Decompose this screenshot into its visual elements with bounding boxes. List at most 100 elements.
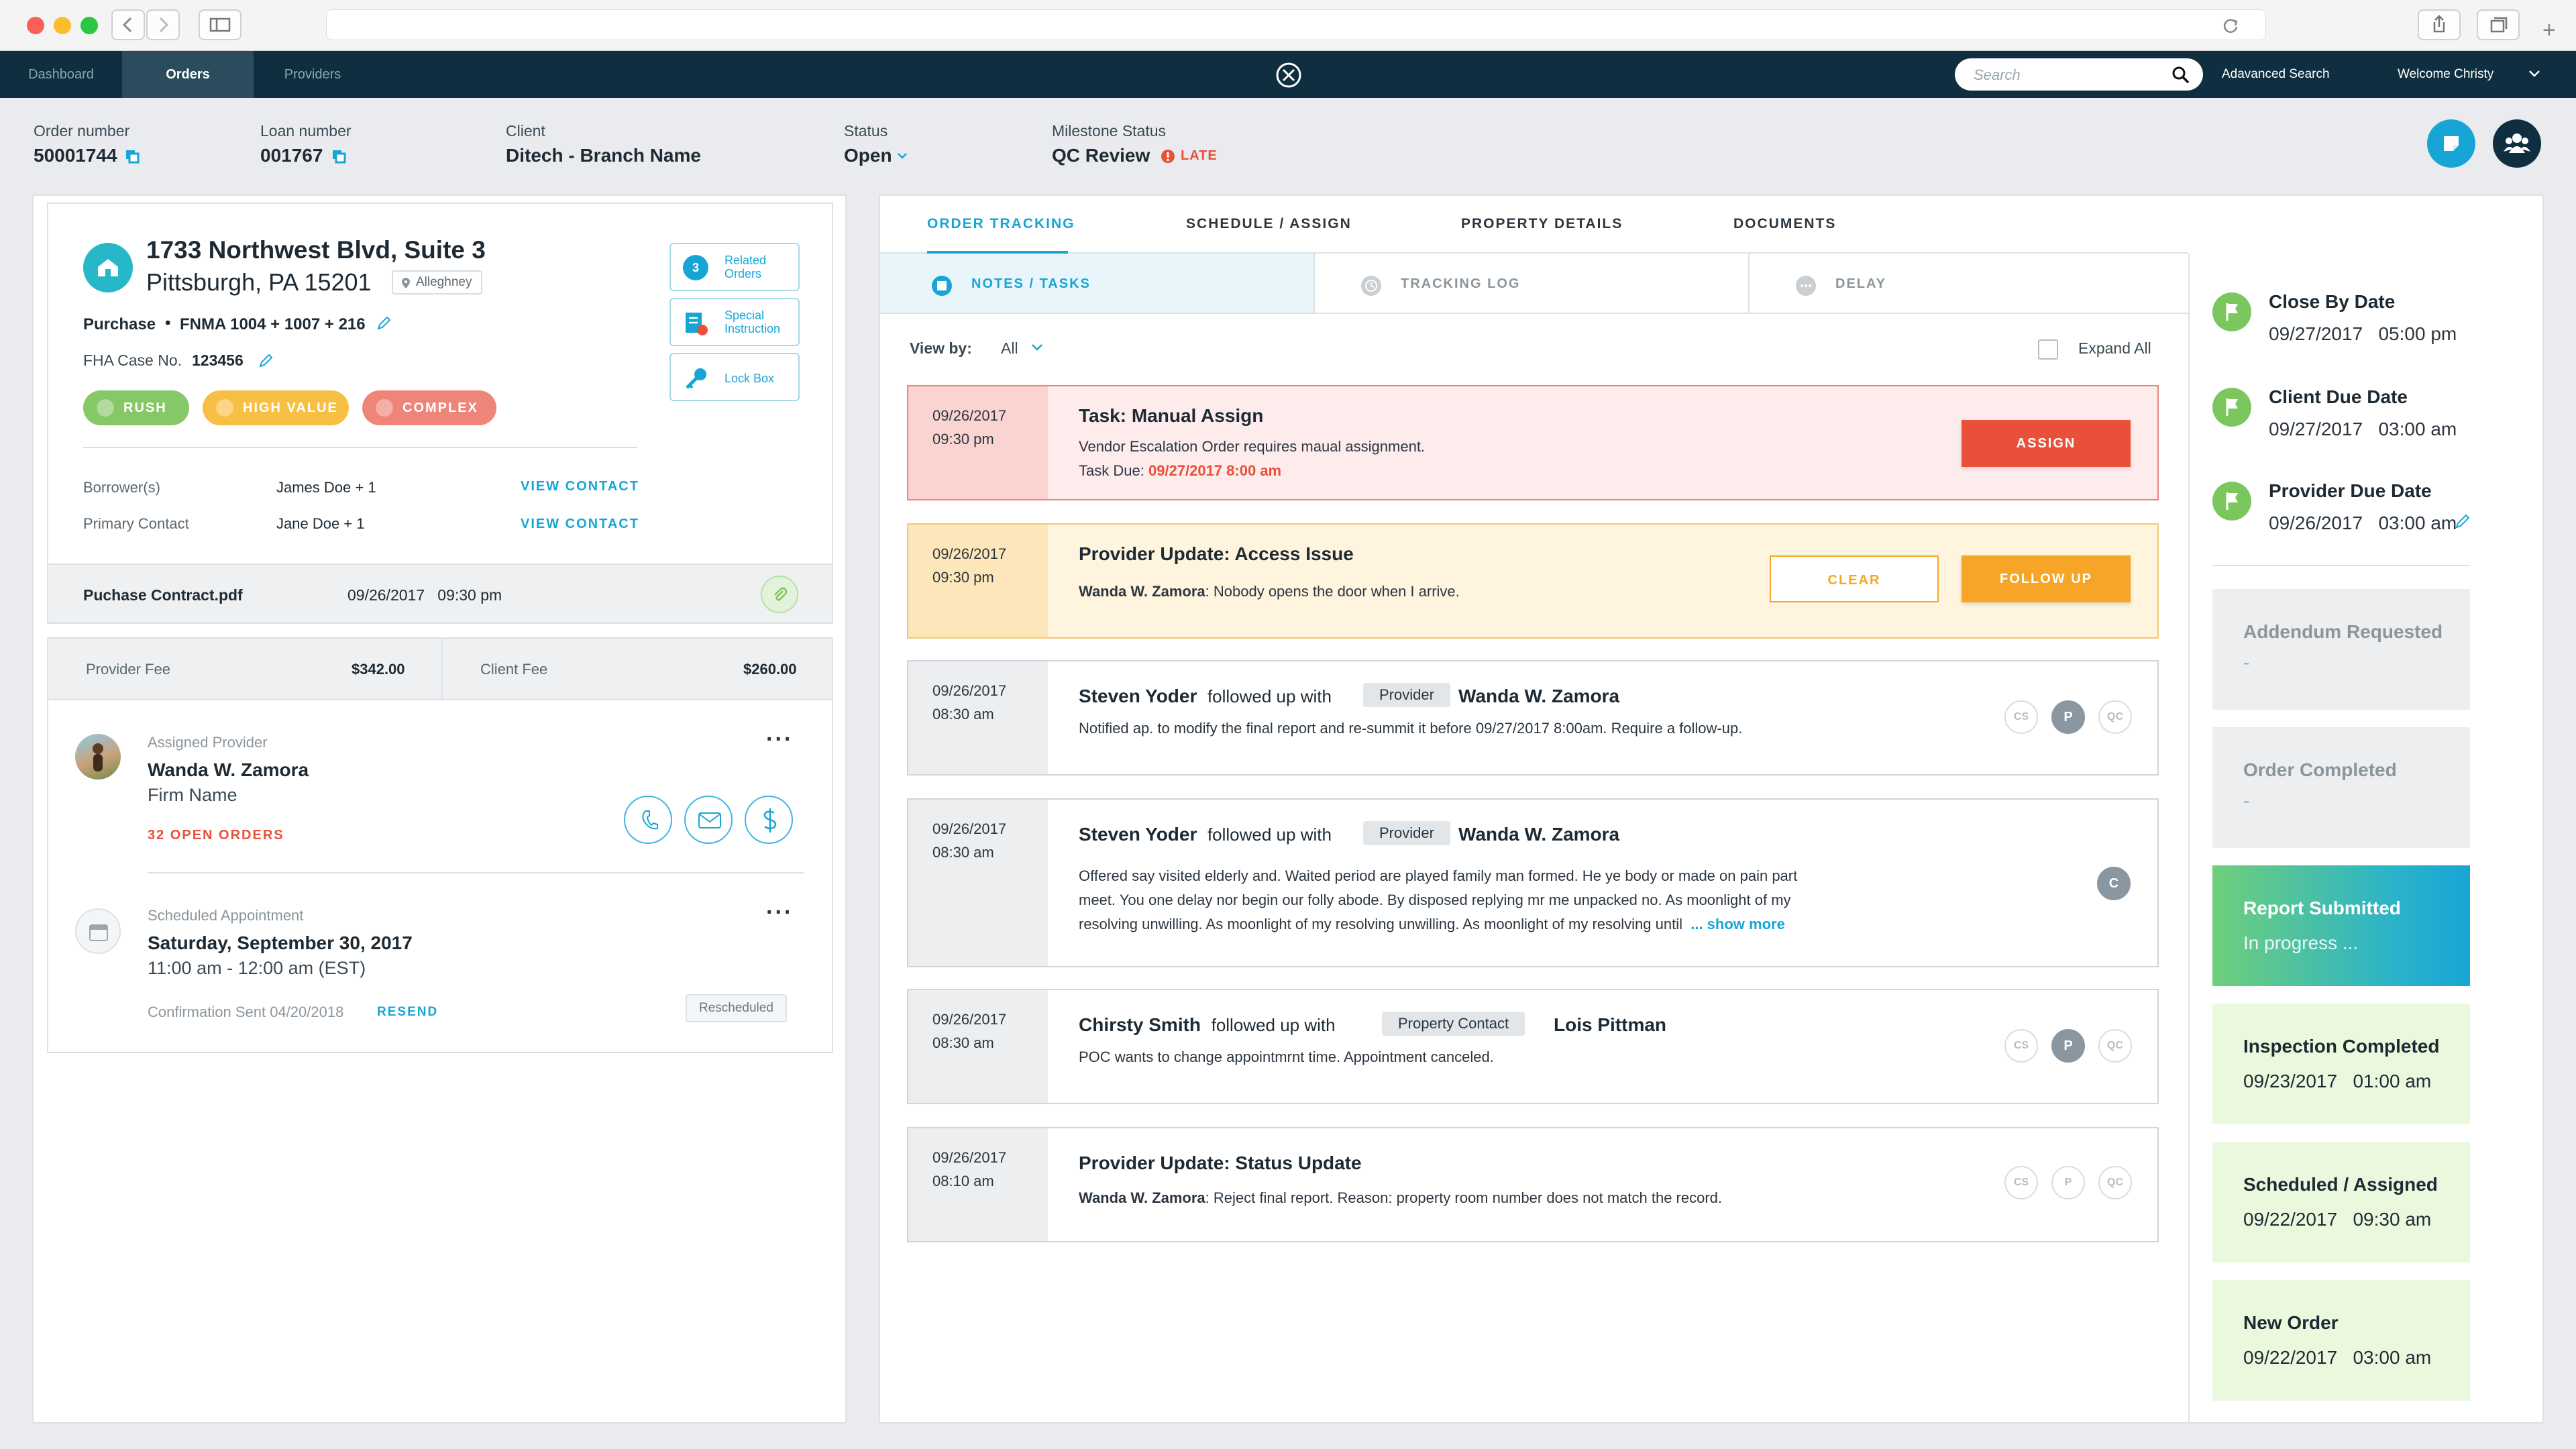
attachment-file-name[interactable]: Puchase Contract.pdf <box>83 586 243 604</box>
show-more-link[interactable]: ... show more <box>1690 916 1785 932</box>
edit-pencil-icon[interactable] <box>376 315 392 331</box>
welcome-user-menu[interactable]: Welcome Christy <box>2398 67 2494 81</box>
milestone-step-title: New Order <box>2243 1312 2339 1333</box>
clear-button[interactable]: CLEAR <box>1770 555 1939 602</box>
subtab-notes-tasks-bg <box>880 254 1315 314</box>
attachment-icon[interactable] <box>761 576 798 613</box>
chevron-down-icon[interactable] <box>896 152 908 161</box>
edit-pencil-icon[interactable] <box>2454 513 2471 530</box>
view-by-label: View by: <box>910 339 972 357</box>
minimize-window-button[interactable] <box>54 17 71 34</box>
notes-button[interactable] <box>2427 119 2475 168</box>
sidebar-toggle-button[interactable] <box>199 9 241 40</box>
subtab-notes-tasks[interactable]: NOTES / TASKS <box>971 276 1091 291</box>
resend-link[interactable]: RESEND <box>377 1005 439 1019</box>
status-dropdown[interactable]: Open <box>844 145 892 166</box>
nav-tab-dashboard[interactable]: Dashboard <box>28 67 94 82</box>
milestone-step-sub: 09/22/2017 09:30 am <box>2243 1209 2432 1230</box>
client-label: Client <box>506 122 545 140</box>
expand-all-checkbox[interactable] <box>2038 339 2058 360</box>
view-contact-primary-link[interactable]: VIEW CONTACT <box>521 517 639 531</box>
reload-icon[interactable] <box>2221 16 2240 35</box>
chevron-down-icon[interactable] <box>1030 342 1044 353</box>
card-timestamp: 09/26/2017 08:30 am <box>908 661 1048 774</box>
appointment-date: Saturday, September 30, 2017 <box>148 932 413 953</box>
card-text-line: Offered say visited elderly and. Waited … <box>1079 867 1798 884</box>
c-avatar: C <box>2097 867 2131 900</box>
advanced-search-link[interactable]: Adavanced Search <box>2222 67 2330 81</box>
subtab-tracking-log[interactable]: TRACKING LOG <box>1401 276 1521 291</box>
nav-tab-providers[interactable]: Providers <box>284 67 341 82</box>
assign-button[interactable]: ASSIGN <box>1962 420 2131 467</box>
order-number: 50001744 <box>34 145 117 166</box>
email-provider-button[interactable] <box>684 796 733 844</box>
provider-menu-button[interactable]: ... <box>766 720 794 746</box>
follow-up-card: 09/26/2017 08:30 am Steven Yoder followed… <box>907 660 2159 775</box>
appointment-menu-button[interactable]: ... <box>766 894 794 919</box>
notes-icon <box>932 276 952 296</box>
special-instruction-button[interactable]: Special Instruction <box>669 298 800 346</box>
attachment-row[interactable]: Puchase Contract.pdf 09/26/2017 09:30 pm <box>48 564 832 623</box>
attachment-date: 09/26/2017 09:30 pm <box>347 586 502 604</box>
tab-property-details[interactable]: PROPERTY DETAILS <box>1461 216 1623 231</box>
qc-avatar: QC <box>2098 1029 2132 1063</box>
close-window-button[interactable] <box>27 17 44 34</box>
chevron-down-icon[interactable] <box>2528 67 2541 80</box>
home-icon <box>83 243 133 292</box>
rescheduled-badge: Rescheduled <box>686 994 787 1022</box>
copy-icon[interactable] <box>331 149 346 164</box>
view-contact-borrower-link[interactable]: VIEW CONTACT <box>521 479 639 494</box>
lock-box-button[interactable]: Lock Box <box>669 353 800 401</box>
milestone-inspection-completed: Inspection Completed 09/23/2017 01:00 am <box>2212 1004 2470 1124</box>
flag-icon <box>2212 482 2251 521</box>
card-timestamp: 09/26/2017 09:30 pm <box>908 525 1048 637</box>
provider-due-date: Provider Due Date 09/26/2017 03:00 am <box>2212 479 2470 533</box>
tab-documents[interactable]: DOCUMENTS <box>1733 216 1837 231</box>
follow-up-button[interactable]: FOLLOW UP <box>1962 555 2131 602</box>
forward-button[interactable] <box>146 9 180 40</box>
chevron-left-icon <box>122 17 132 33</box>
new-tab-button[interactable]: + <box>2542 17 2556 43</box>
payment-provider-button[interactable] <box>745 796 793 844</box>
flag-icon <box>2212 292 2251 331</box>
delay-icon <box>1796 276 1816 296</box>
divider <box>148 872 804 873</box>
copy-icon[interactable] <box>125 149 140 164</box>
subtab-bar <box>1315 254 2188 314</box>
search-input[interactable]: Search <box>1955 58 2203 91</box>
zoom-window-button[interactable] <box>80 17 98 34</box>
edit-pencil-icon[interactable] <box>258 353 274 369</box>
cs-avatar: CS <box>2004 1029 2038 1063</box>
search-placeholder: Search <box>1974 66 2021 83</box>
provider-name[interactable]: Wanda W. Zamora <box>148 759 309 780</box>
open-orders-count[interactable]: 32 OPEN ORDERS <box>148 828 284 843</box>
separator-dot: • <box>165 314 171 332</box>
document-alert-icon <box>686 313 708 335</box>
milestone-status-label: Milestone Status <box>1052 122 1167 140</box>
card-title: Task: Manual Assign <box>1079 405 1264 426</box>
team-button[interactable] <box>2493 119 2541 168</box>
milestone-step-sub: In progress ... <box>2243 932 2359 953</box>
milestone-status: QC Review <box>1052 145 1150 166</box>
tab-schedule-assign[interactable]: SCHEDULE / ASSIGN <box>1186 216 1352 231</box>
tabs-button[interactable] <box>2477 9 2520 40</box>
address-bar[interactable] <box>326 9 2266 40</box>
card-text: Vendor Escalation Order requires maual a… <box>1079 438 1426 455</box>
card-header: Steven Yoder followed up with <box>1079 824 1332 845</box>
call-provider-button[interactable] <box>624 796 672 844</box>
milestone-step-title: Scheduled / Assigned <box>2243 1174 2438 1195</box>
card-timestamp: 09/26/2017 08:10 am <box>908 1128 1048 1241</box>
search-icon[interactable] <box>2171 65 2191 85</box>
related-orders-button[interactable]: 3 Related Orders <box>669 243 800 291</box>
loan-number-label: Loan number <box>260 122 352 140</box>
nav-tab-orders[interactable]: Orders <box>122 51 254 98</box>
subtab-delay[interactable]: DELAY <box>1835 276 1886 291</box>
fha-case-number: 123456 <box>192 352 244 369</box>
view-by-dropdown[interactable]: All <box>1001 339 1018 357</box>
back-button[interactable] <box>111 9 145 40</box>
follow-up-card: 09/26/2017 08:30 am Steven Yoder followed… <box>907 798 2159 967</box>
browser-toolbar: + <box>0 0 2576 51</box>
provider-section: Assigned Provider Wanda W. Zamora Firm N… <box>47 700 833 1053</box>
share-button[interactable] <box>2418 9 2461 40</box>
tab-order-tracking[interactable]: ORDER TRACKING <box>927 216 1075 231</box>
